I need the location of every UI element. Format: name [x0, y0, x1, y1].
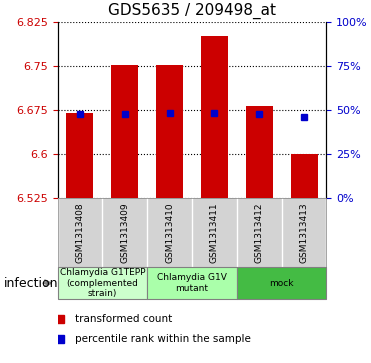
Text: transformed count: transformed count	[75, 314, 172, 325]
Text: GSM1313408: GSM1313408	[75, 202, 85, 263]
Text: Chlamydia G1TEPP
(complemented
strain): Chlamydia G1TEPP (complemented strain)	[60, 268, 145, 298]
Bar	[201, 36, 228, 198]
Text: GSM1313410: GSM1313410	[165, 202, 174, 263]
Text: GSM1313409: GSM1313409	[120, 202, 129, 263]
Bar	[58, 267, 147, 299]
Text: GSM1313412: GSM1313412	[255, 202, 264, 262]
Text: infection: infection	[4, 277, 58, 290]
Bar	[290, 154, 318, 198]
Text: GSM1313411: GSM1313411	[210, 202, 219, 263]
Text: Chlamydia G1V
mutant: Chlamydia G1V mutant	[157, 273, 227, 293]
Bar	[237, 267, 326, 299]
Text: percentile rank within the sample: percentile rank within the sample	[75, 334, 251, 344]
Bar	[246, 106, 273, 198]
Bar	[66, 113, 93, 198]
Bar	[147, 267, 237, 299]
Title: GDS5635 / 209498_at: GDS5635 / 209498_at	[108, 3, 276, 19]
Bar	[111, 65, 138, 198]
Text: GSM1313413: GSM1313413	[299, 202, 309, 263]
Text: mock: mock	[269, 279, 294, 287]
Bar	[156, 65, 183, 198]
